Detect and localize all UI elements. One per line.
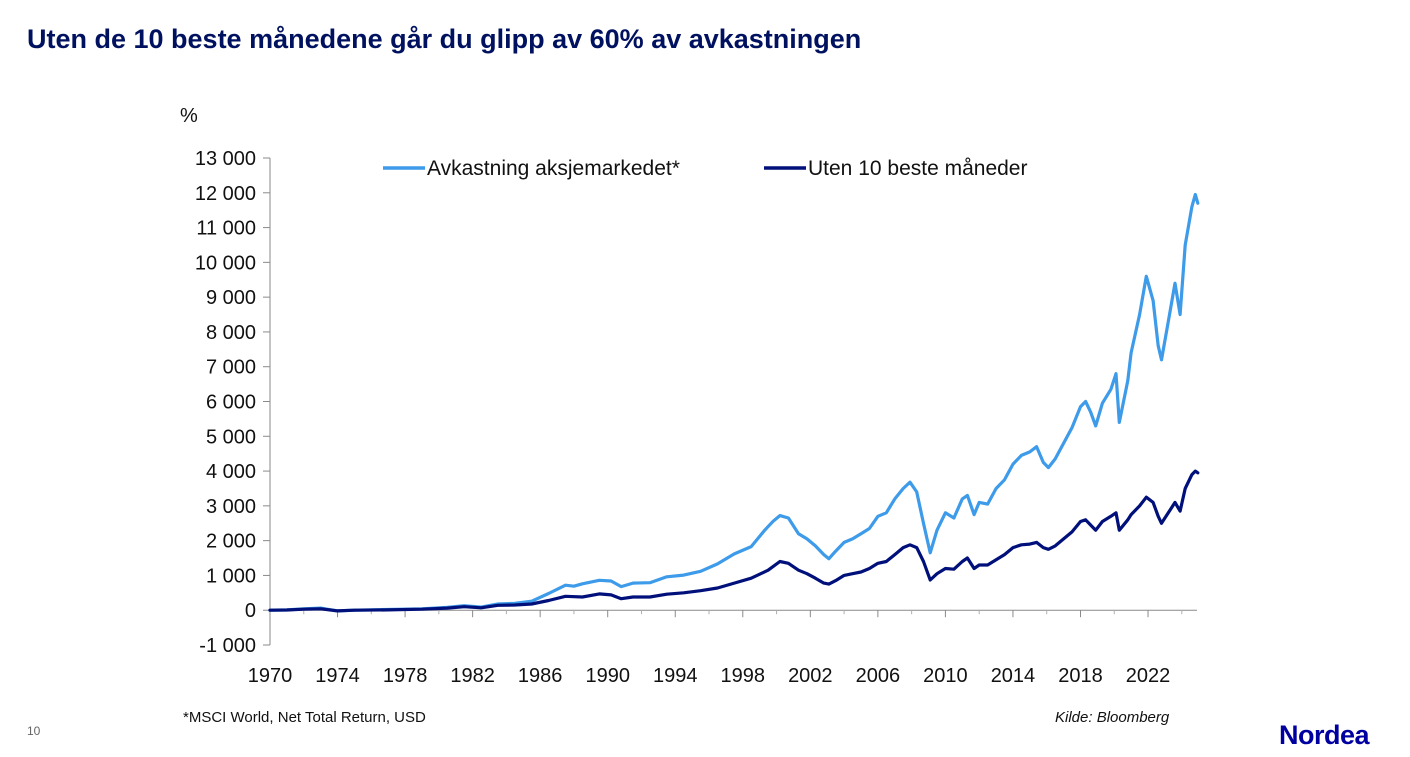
- y-tick-label: 10 000: [195, 252, 256, 274]
- y-tick-label: 9 000: [206, 287, 256, 309]
- x-tick-label: 1970: [248, 665, 293, 687]
- y-tick-label: 12 000: [195, 183, 256, 205]
- series-line-without-best-months: [268, 469, 1200, 613]
- slide-title: Uten de 10 beste månedene går du glipp a…: [27, 24, 862, 54]
- legend-label: Avkastning aksjemarkedet*: [427, 157, 680, 180]
- series-lines: [268, 192, 1200, 613]
- x-tick-label: 2006: [856, 665, 901, 687]
- y-tick-label: 13 000: [195, 148, 256, 170]
- legend-label: Uten 10 beste måneder: [808, 157, 1027, 180]
- x-tick-label: 2014: [991, 665, 1036, 687]
- y-axis: -1 000 0 1 000 2 000 3 000 4 000 5 000 6 000 7 0…: [195, 148, 271, 657]
- source-note: Kilde: Bloomberg: [1055, 709, 1170, 726]
- page-number: 10: [27, 724, 41, 738]
- y-tick-label: 3 000: [206, 496, 256, 518]
- x-tick-label: 2022: [1126, 665, 1171, 687]
- y-tick-label: 1 000: [206, 565, 256, 587]
- y-tick-label: 8 000: [206, 322, 256, 344]
- x-tick-label: 1998: [721, 665, 766, 687]
- y-tick-label: 2 000: [206, 531, 256, 553]
- x-tick-label: 1990: [585, 665, 630, 687]
- footnote: *MSCI World, Net Total Return, USD: [183, 709, 426, 726]
- x-tick-label: 2002: [788, 665, 833, 687]
- y-tick-label: 11 000: [196, 218, 256, 240]
- y-tick-label: -1 000: [199, 635, 256, 657]
- legend: Avkastning aksjemarkedet* Uten 10 beste m…: [383, 157, 1027, 180]
- x-tick-label: 2018: [1058, 665, 1103, 687]
- x-tick-label: 1982: [450, 665, 495, 687]
- y-tick-label: 0: [245, 600, 256, 622]
- x-axis: 1970 1974 1978 1982 1986 1990 1994 1998 2002 2006…: [248, 609, 1197, 687]
- y-tick-label: 4 000: [206, 461, 256, 483]
- x-tick-label: 1974: [315, 665, 360, 687]
- series-line-market: [268, 192, 1200, 613]
- x-tick-label: 1994: [653, 665, 698, 687]
- y-tick-label: 5 000: [206, 426, 256, 448]
- y-tick-label: 7 000: [206, 357, 256, 379]
- y-tick-label: 6 000: [206, 392, 256, 414]
- y-axis-unit-label: %: [180, 105, 198, 127]
- x-tick-label: 1978: [383, 665, 428, 687]
- x-tick-label: 2010: [923, 665, 968, 687]
- nordea-logo: Nordea: [1279, 720, 1370, 750]
- x-tick-label: 1986: [518, 665, 563, 687]
